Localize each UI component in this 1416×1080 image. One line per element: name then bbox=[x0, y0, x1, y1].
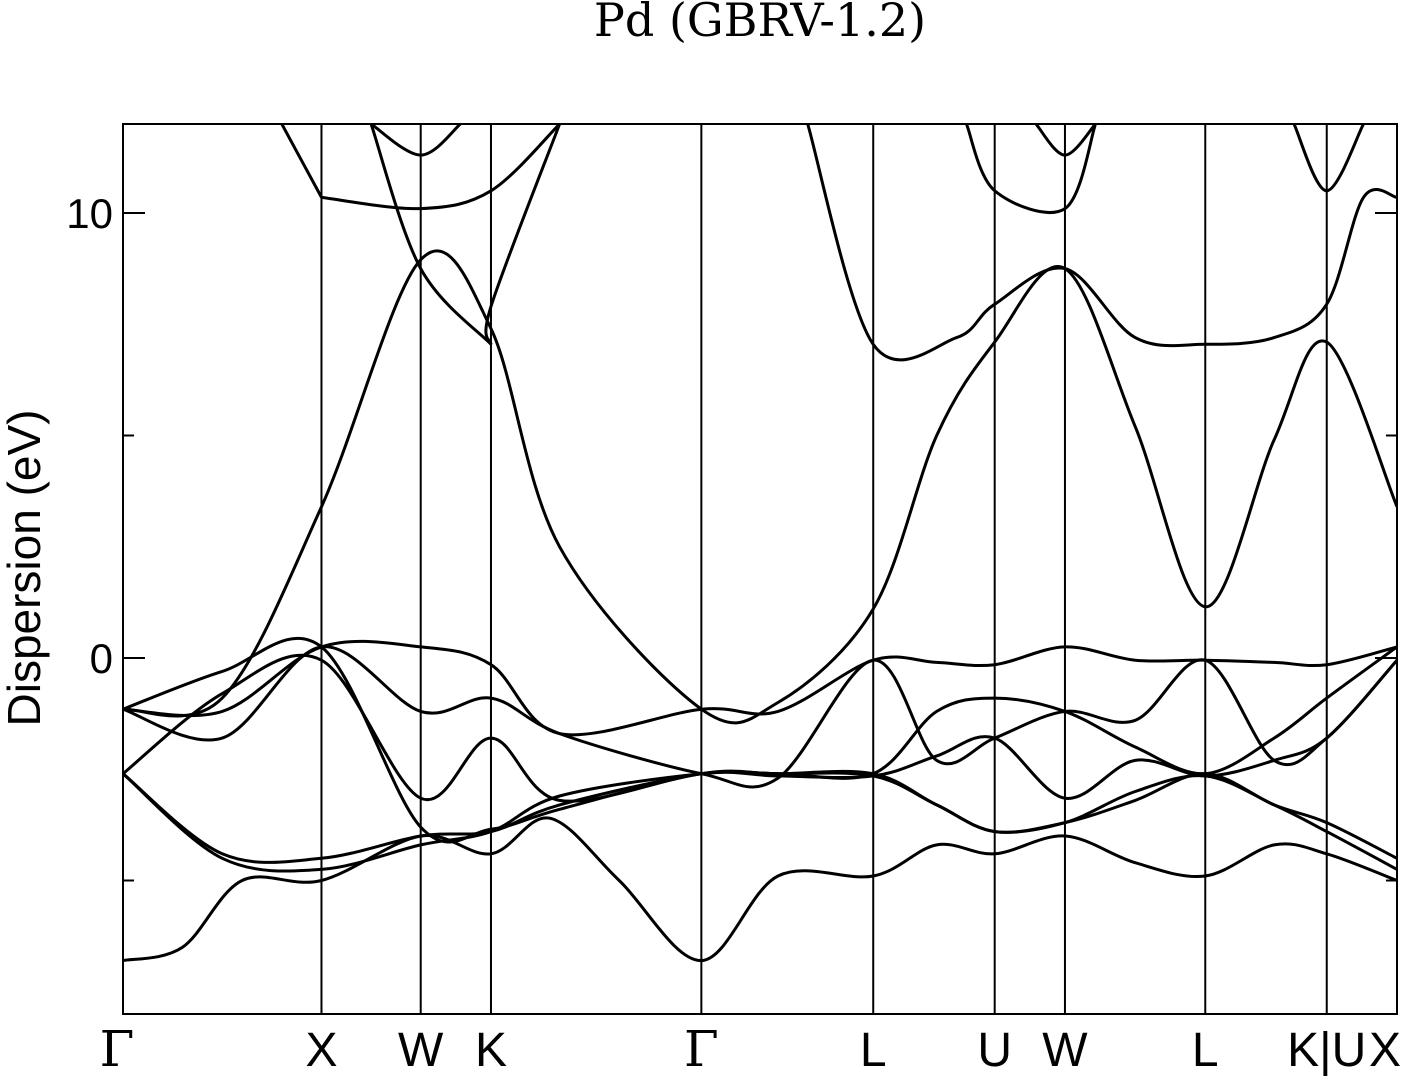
y-tick-label: 10 bbox=[66, 190, 113, 237]
x-tick-label: K bbox=[475, 1024, 507, 1077]
band-line-6 bbox=[123, 645, 1397, 789]
y-axis-label: Dispersion (eV) bbox=[0, 410, 50, 727]
x-tick-label: L bbox=[860, 1024, 887, 1077]
x-tick-label: W bbox=[1042, 1024, 1088, 1077]
x-tick-label: X bbox=[305, 1024, 337, 1077]
x-tick-label: Γ bbox=[684, 1020, 719, 1078]
band-line-14 bbox=[806, 124, 1397, 362]
x-tick-label: U bbox=[977, 1024, 1012, 1077]
plot-frame bbox=[122, 123, 1398, 1015]
x-tick-label: W bbox=[398, 1024, 444, 1077]
band-line-10 bbox=[280, 124, 323, 199]
x-tick-label: L bbox=[1192, 1024, 1219, 1077]
band-line-12 bbox=[370, 124, 462, 157]
band-line-17 bbox=[1292, 124, 1365, 193]
y-ticks: 10 0 bbox=[66, 190, 1397, 882]
band-line-5 bbox=[123, 636, 1397, 844]
band-line-11 bbox=[369, 124, 493, 346]
y-tick-label: 0 bbox=[90, 635, 113, 682]
x-tick-labels: Γ X W K Γ L U W L K|U X bbox=[100, 1020, 1401, 1078]
band-lines bbox=[123, 124, 1397, 963]
band-line-9 bbox=[321, 124, 561, 211]
x-tick-label: X bbox=[1369, 1024, 1401, 1077]
kpoint-lines bbox=[320, 124, 1328, 1014]
chart-title: Pd (GBRV-1.2) bbox=[594, 0, 926, 47]
x-tick-label: K|U bbox=[1287, 1024, 1366, 1077]
band-line-13 bbox=[484, 124, 562, 345]
x-tick-label: Γ bbox=[100, 1020, 135, 1078]
band-line-15 bbox=[965, 124, 1097, 214]
